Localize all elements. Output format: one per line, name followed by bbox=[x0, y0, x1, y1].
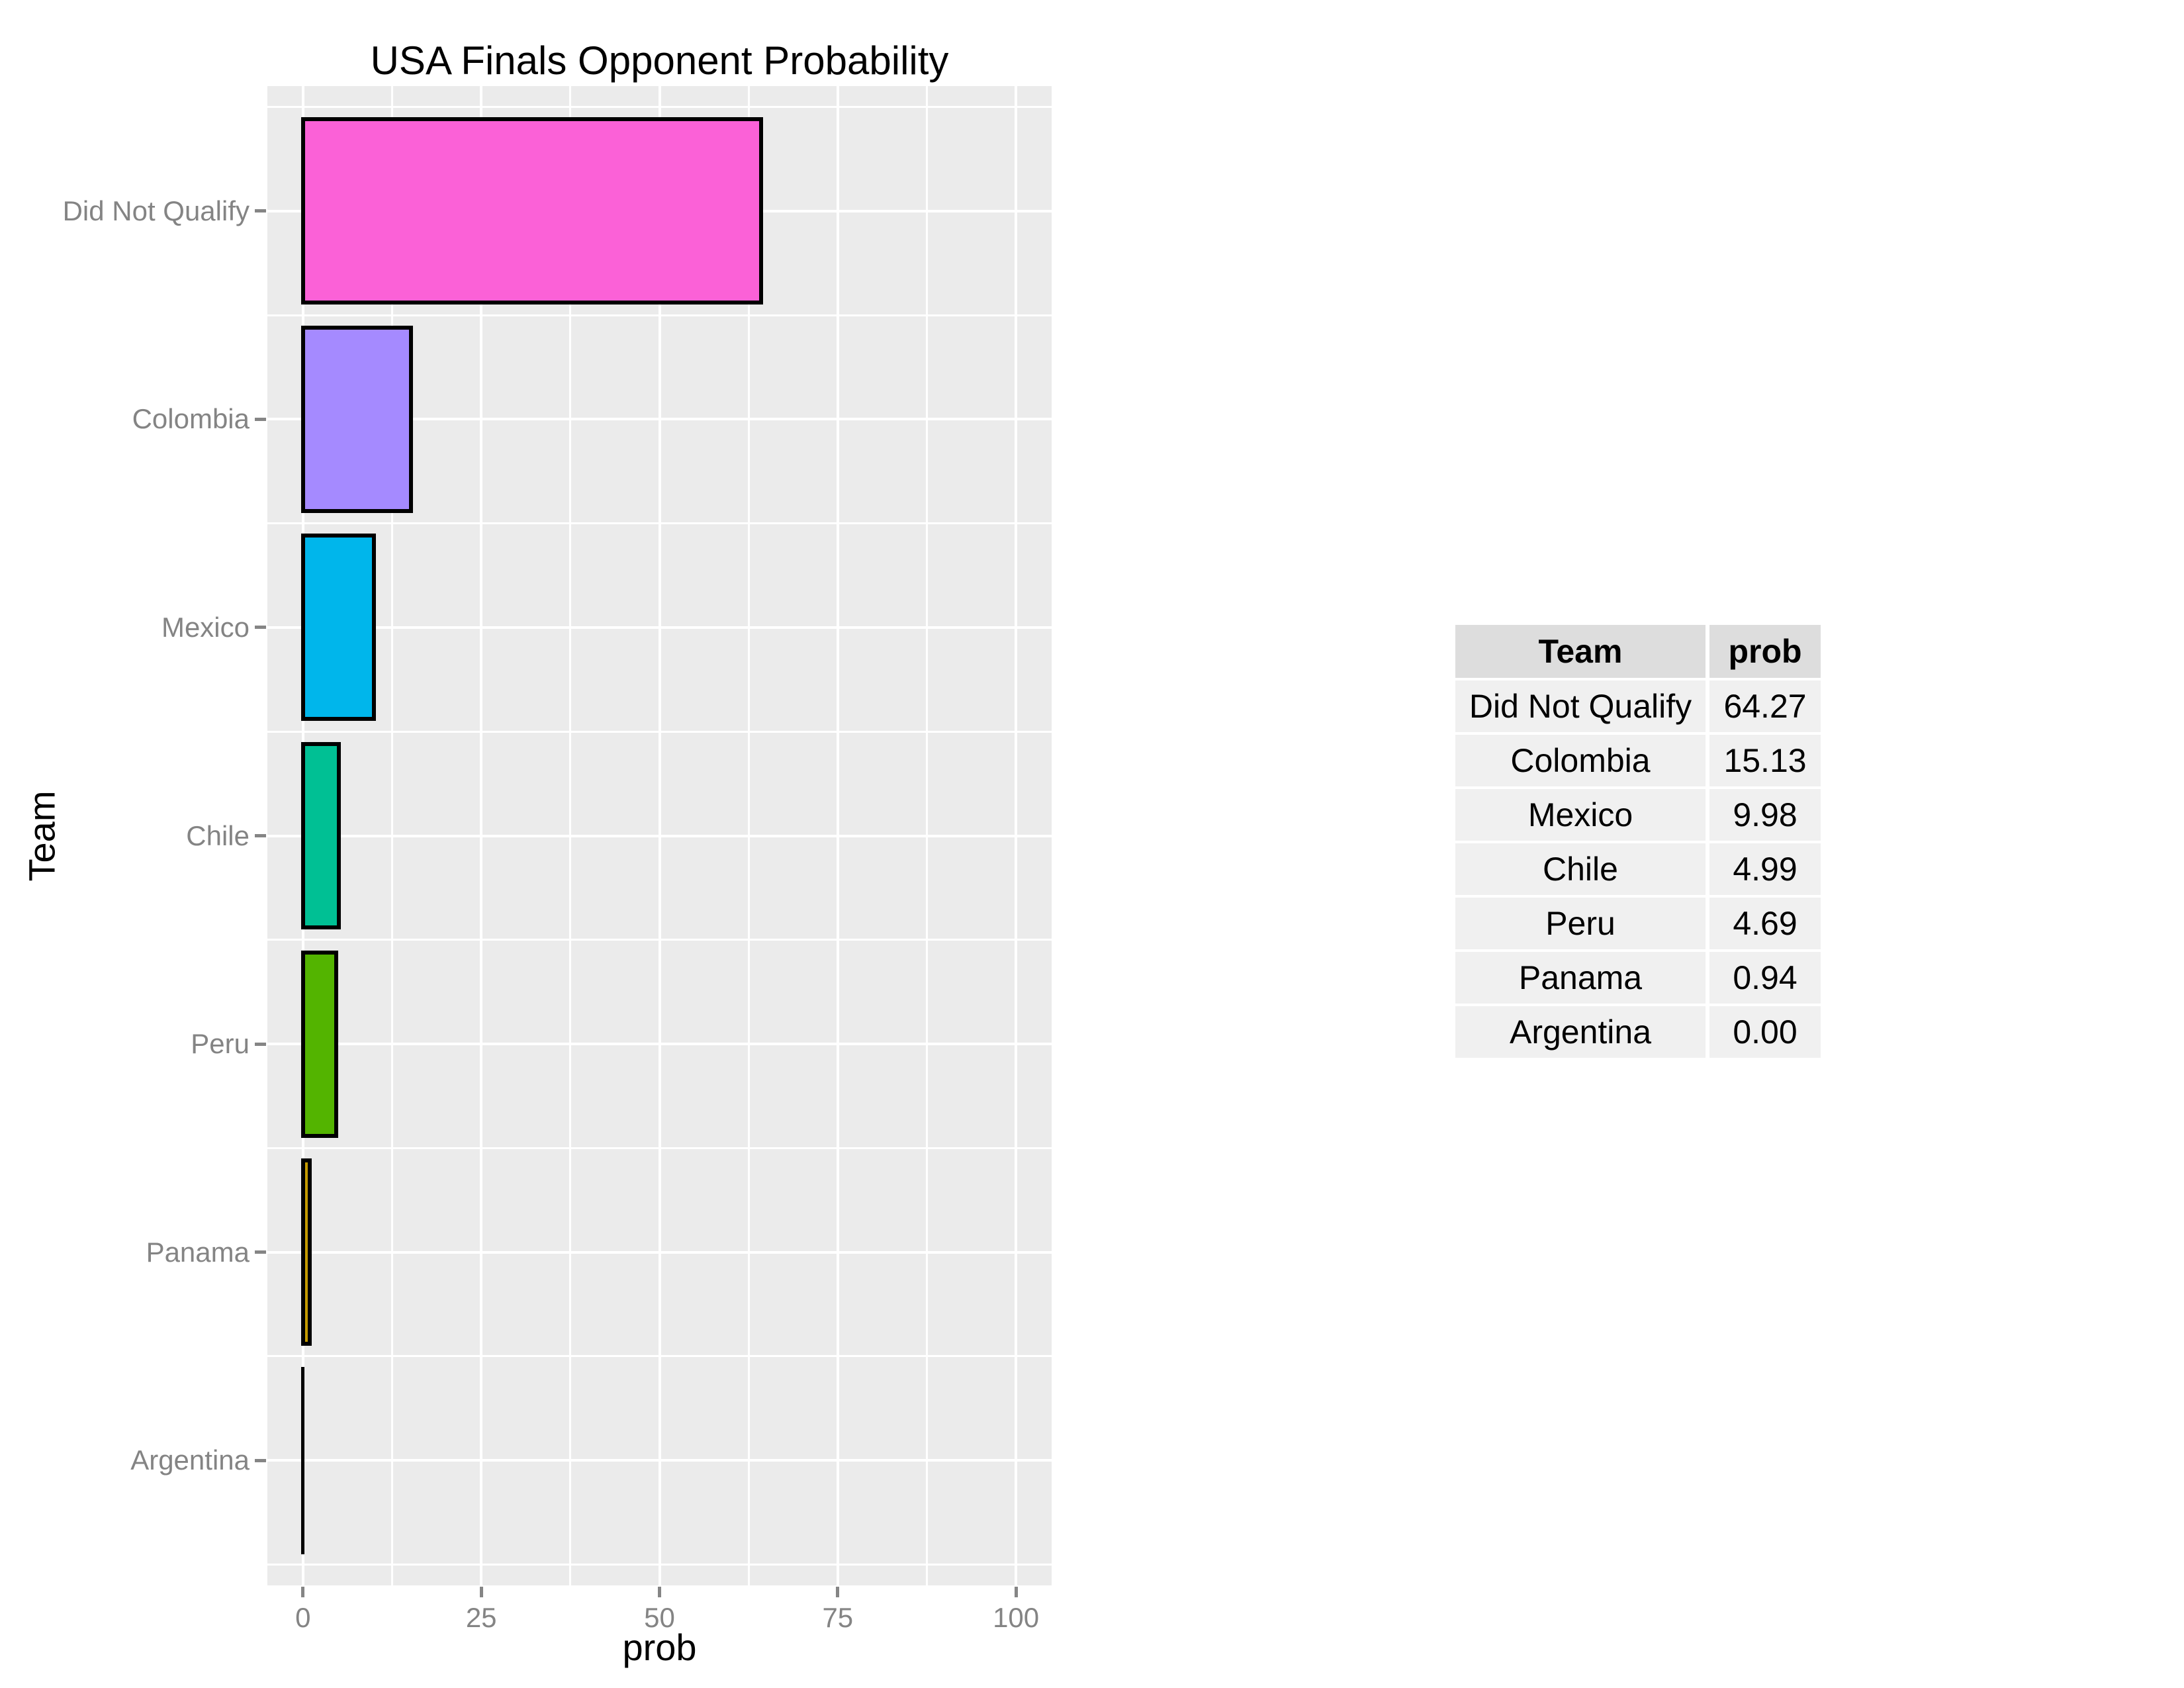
gridline-major-horizontal bbox=[267, 1250, 1052, 1254]
plot-panel bbox=[267, 86, 1052, 1585]
table-cell-team: Mexico bbox=[1455, 789, 1706, 841]
x-tick bbox=[1014, 1587, 1018, 1597]
y-tick-label: Panama bbox=[146, 1236, 250, 1268]
bar-6 bbox=[301, 1366, 305, 1554]
gridline-major-horizontal bbox=[267, 834, 1052, 837]
table-cell-prob: 0.94 bbox=[1709, 952, 1821, 1004]
x-tick bbox=[836, 1587, 840, 1597]
x-tick-label: 75 bbox=[822, 1602, 854, 1633]
prob-table: Team prob Did Not Qualify 64.27 Colombia 15.1… bbox=[1455, 625, 1821, 1058]
x-tick-label: 25 bbox=[465, 1602, 497, 1633]
x-tick bbox=[479, 1587, 483, 1597]
table-cell-team: Did Not Qualify bbox=[1455, 680, 1706, 732]
table-cell-team: Colombia bbox=[1455, 735, 1706, 786]
y-tick-label: Argentina bbox=[130, 1444, 250, 1476]
gridline-major-horizontal bbox=[267, 1459, 1052, 1462]
bar-2 bbox=[300, 534, 377, 722]
table-header-cell: Team bbox=[1455, 625, 1706, 678]
x-tick bbox=[658, 1587, 661, 1597]
bar-5 bbox=[300, 1158, 312, 1346]
table-cell-prob: 64.27 bbox=[1709, 680, 1821, 732]
table-cell-prob: 4.99 bbox=[1709, 843, 1821, 895]
x-tick bbox=[301, 1587, 305, 1597]
table-cell-prob: 15.13 bbox=[1709, 735, 1821, 786]
y-tick bbox=[255, 1458, 266, 1462]
table-cell-prob: 4.69 bbox=[1709, 898, 1821, 949]
chart-title: USA Finals Opponent Probability bbox=[370, 38, 949, 83]
bar-0 bbox=[300, 117, 764, 305]
x-tick-label: 100 bbox=[993, 1602, 1040, 1633]
table-cell-prob: 0.00 bbox=[1709, 1006, 1821, 1058]
bar-4 bbox=[300, 950, 339, 1138]
y-tick bbox=[255, 834, 266, 837]
bar-1 bbox=[300, 325, 413, 513]
y-tick bbox=[255, 209, 266, 213]
y-tick-label: Colombia bbox=[132, 403, 250, 435]
table-cell-team: Panama bbox=[1455, 952, 1706, 1004]
x-tick-label: 50 bbox=[644, 1602, 675, 1633]
gridline-major-horizontal bbox=[267, 418, 1052, 421]
table-cell-team: Argentina bbox=[1455, 1006, 1706, 1058]
gridline-major-horizontal bbox=[267, 1043, 1052, 1046]
y-tick bbox=[255, 1250, 266, 1254]
table-cell-prob: 9.98 bbox=[1709, 789, 1821, 841]
table-cell-team: Peru bbox=[1455, 898, 1706, 949]
y-tick-label: Chile bbox=[186, 820, 250, 851]
table-cell-team: Chile bbox=[1455, 843, 1706, 895]
y-tick bbox=[255, 417, 266, 421]
x-tick-label: 0 bbox=[295, 1602, 311, 1633]
table-header-cell: prob bbox=[1709, 625, 1821, 678]
bar-3 bbox=[300, 741, 341, 930]
y-tick bbox=[255, 626, 266, 630]
gridline-major-horizontal bbox=[267, 626, 1052, 629]
x-axis-title: prob bbox=[622, 1626, 697, 1668]
y-tick bbox=[255, 1042, 266, 1046]
y-tick-label: Peru bbox=[191, 1028, 250, 1060]
y-tick-label: Did Not Qualify bbox=[62, 195, 250, 226]
y-tick-label: Mexico bbox=[161, 611, 250, 643]
